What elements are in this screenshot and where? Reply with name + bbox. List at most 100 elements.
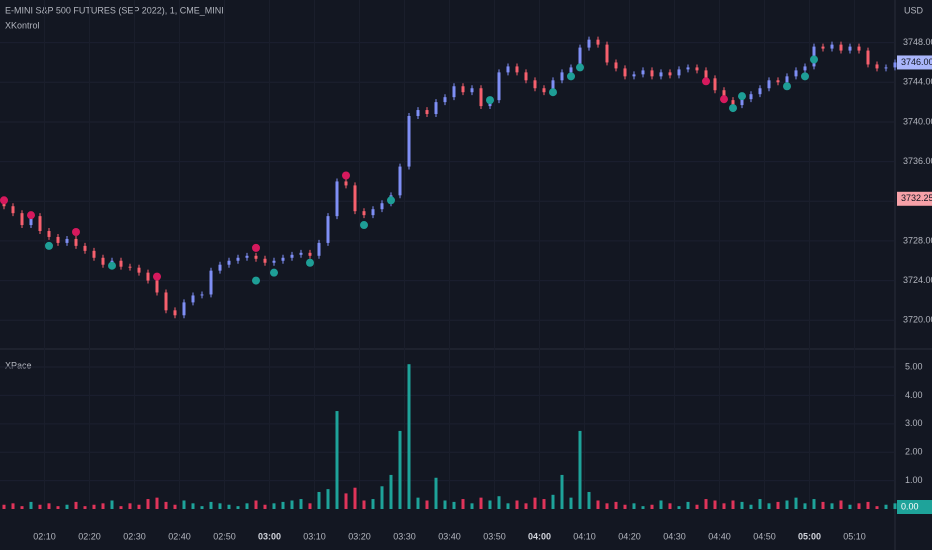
candle-body [218, 264, 222, 271]
pace-bar [551, 494, 555, 509]
signal-dot [0, 196, 8, 205]
candle-body [74, 238, 78, 246]
signal-dot [810, 55, 818, 64]
candle-body [2, 203, 6, 207]
pace-bar [893, 503, 897, 509]
pace-bar [803, 503, 807, 509]
x-tick-label: 04:40 [708, 531, 731, 541]
pace-bar [434, 477, 438, 509]
candle-body [191, 295, 195, 303]
candle-body [605, 44, 609, 63]
pace-bar [857, 503, 861, 509]
x-tick-label: 04:30 [663, 531, 686, 541]
pace-bar [47, 503, 51, 509]
y-tick-label: 3744.00 [903, 77, 932, 87]
last-price-label: 3746.00 [901, 57, 932, 67]
candle-body [794, 70, 798, 77]
candle-body [101, 257, 105, 265]
signal-dot [270, 268, 278, 277]
pace-last-label-box [897, 500, 932, 514]
pace-bar [578, 430, 582, 509]
candle-body [524, 72, 528, 81]
candle-body [893, 62, 897, 68]
candle-body [416, 110, 420, 116]
candle-body [515, 66, 519, 73]
x-tick-label: 04:10 [573, 531, 596, 541]
pace-bar [83, 506, 87, 509]
pace-bar [812, 499, 816, 509]
candle-body [29, 216, 33, 226]
candle-body [713, 78, 717, 91]
pace-bar [704, 499, 708, 509]
currency: USD [904, 5, 924, 15]
pace-bar [839, 500, 843, 509]
candle-body [299, 252, 303, 255]
candle-body [542, 88, 546, 93]
pace-bar [758, 499, 762, 509]
pace-bar [587, 491, 591, 509]
pace-bar [290, 500, 294, 509]
signal-dot [486, 96, 494, 105]
pace-bar [776, 501, 780, 509]
candle-body [272, 260, 276, 263]
signal-dot [783, 82, 791, 91]
candle-body [227, 260, 231, 265]
candle-body [848, 46, 852, 51]
level-price-label: 3732.25 [901, 193, 932, 203]
pace-last-label: 0.00 [901, 501, 919, 511]
candle-body [281, 257, 285, 261]
candle-body [569, 67, 573, 73]
pace-bar [20, 506, 24, 509]
signal-dot [252, 243, 260, 252]
pace-bar [632, 503, 636, 509]
candle-body [236, 257, 240, 261]
signal-dot [360, 221, 368, 230]
chart-title: E-MINI S&P 500 FUTURES (SEP 2022), 1, CM… [5, 5, 224, 15]
pace-bar [362, 500, 366, 509]
signal-dot [252, 276, 260, 285]
pace-bar [497, 496, 501, 509]
pace-bar [245, 503, 249, 509]
signal-dot [27, 211, 35, 220]
indicator-name: XKontrol [5, 20, 40, 30]
candle-body [497, 72, 501, 101]
candle-body [83, 245, 87, 251]
signal-dot [702, 77, 710, 86]
x-tick-label: 02:40 [168, 531, 191, 541]
candle-body [641, 70, 645, 75]
candle-body [119, 260, 123, 267]
signal-dot [342, 171, 350, 180]
pace-name: XPace [5, 360, 32, 370]
candle-body [785, 76, 789, 83]
pace-bar [353, 487, 357, 509]
pace-bar [470, 503, 474, 509]
pace-bar [794, 497, 798, 509]
pace-bar [668, 503, 672, 509]
pace-bar [110, 500, 114, 509]
candle-body [632, 74, 636, 77]
candle-body [47, 231, 51, 237]
pace-bar [695, 504, 699, 509]
signal-dot [108, 261, 116, 270]
pace-bar [254, 500, 258, 509]
pace-bar [128, 503, 132, 509]
candle-body [182, 302, 186, 316]
x-tick-label: 02:10 [33, 531, 56, 541]
pace-bar [218, 503, 222, 509]
candle-body [506, 66, 510, 73]
pace-bar [659, 500, 663, 509]
candle-body [758, 88, 762, 95]
pace-bar [722, 503, 726, 509]
candle-body [578, 47, 582, 68]
pace-bar [596, 500, 600, 509]
pace-bar [533, 497, 537, 509]
candle-body [839, 44, 843, 51]
x-tick-label: 05:10 [843, 531, 866, 541]
pace-bar [326, 489, 330, 509]
pace-bar [2, 504, 6, 509]
pace-bar [614, 501, 618, 509]
candle-body [749, 94, 753, 100]
signal-dot [801, 72, 809, 81]
candle-body [380, 203, 384, 210]
pace-bar [461, 499, 465, 509]
